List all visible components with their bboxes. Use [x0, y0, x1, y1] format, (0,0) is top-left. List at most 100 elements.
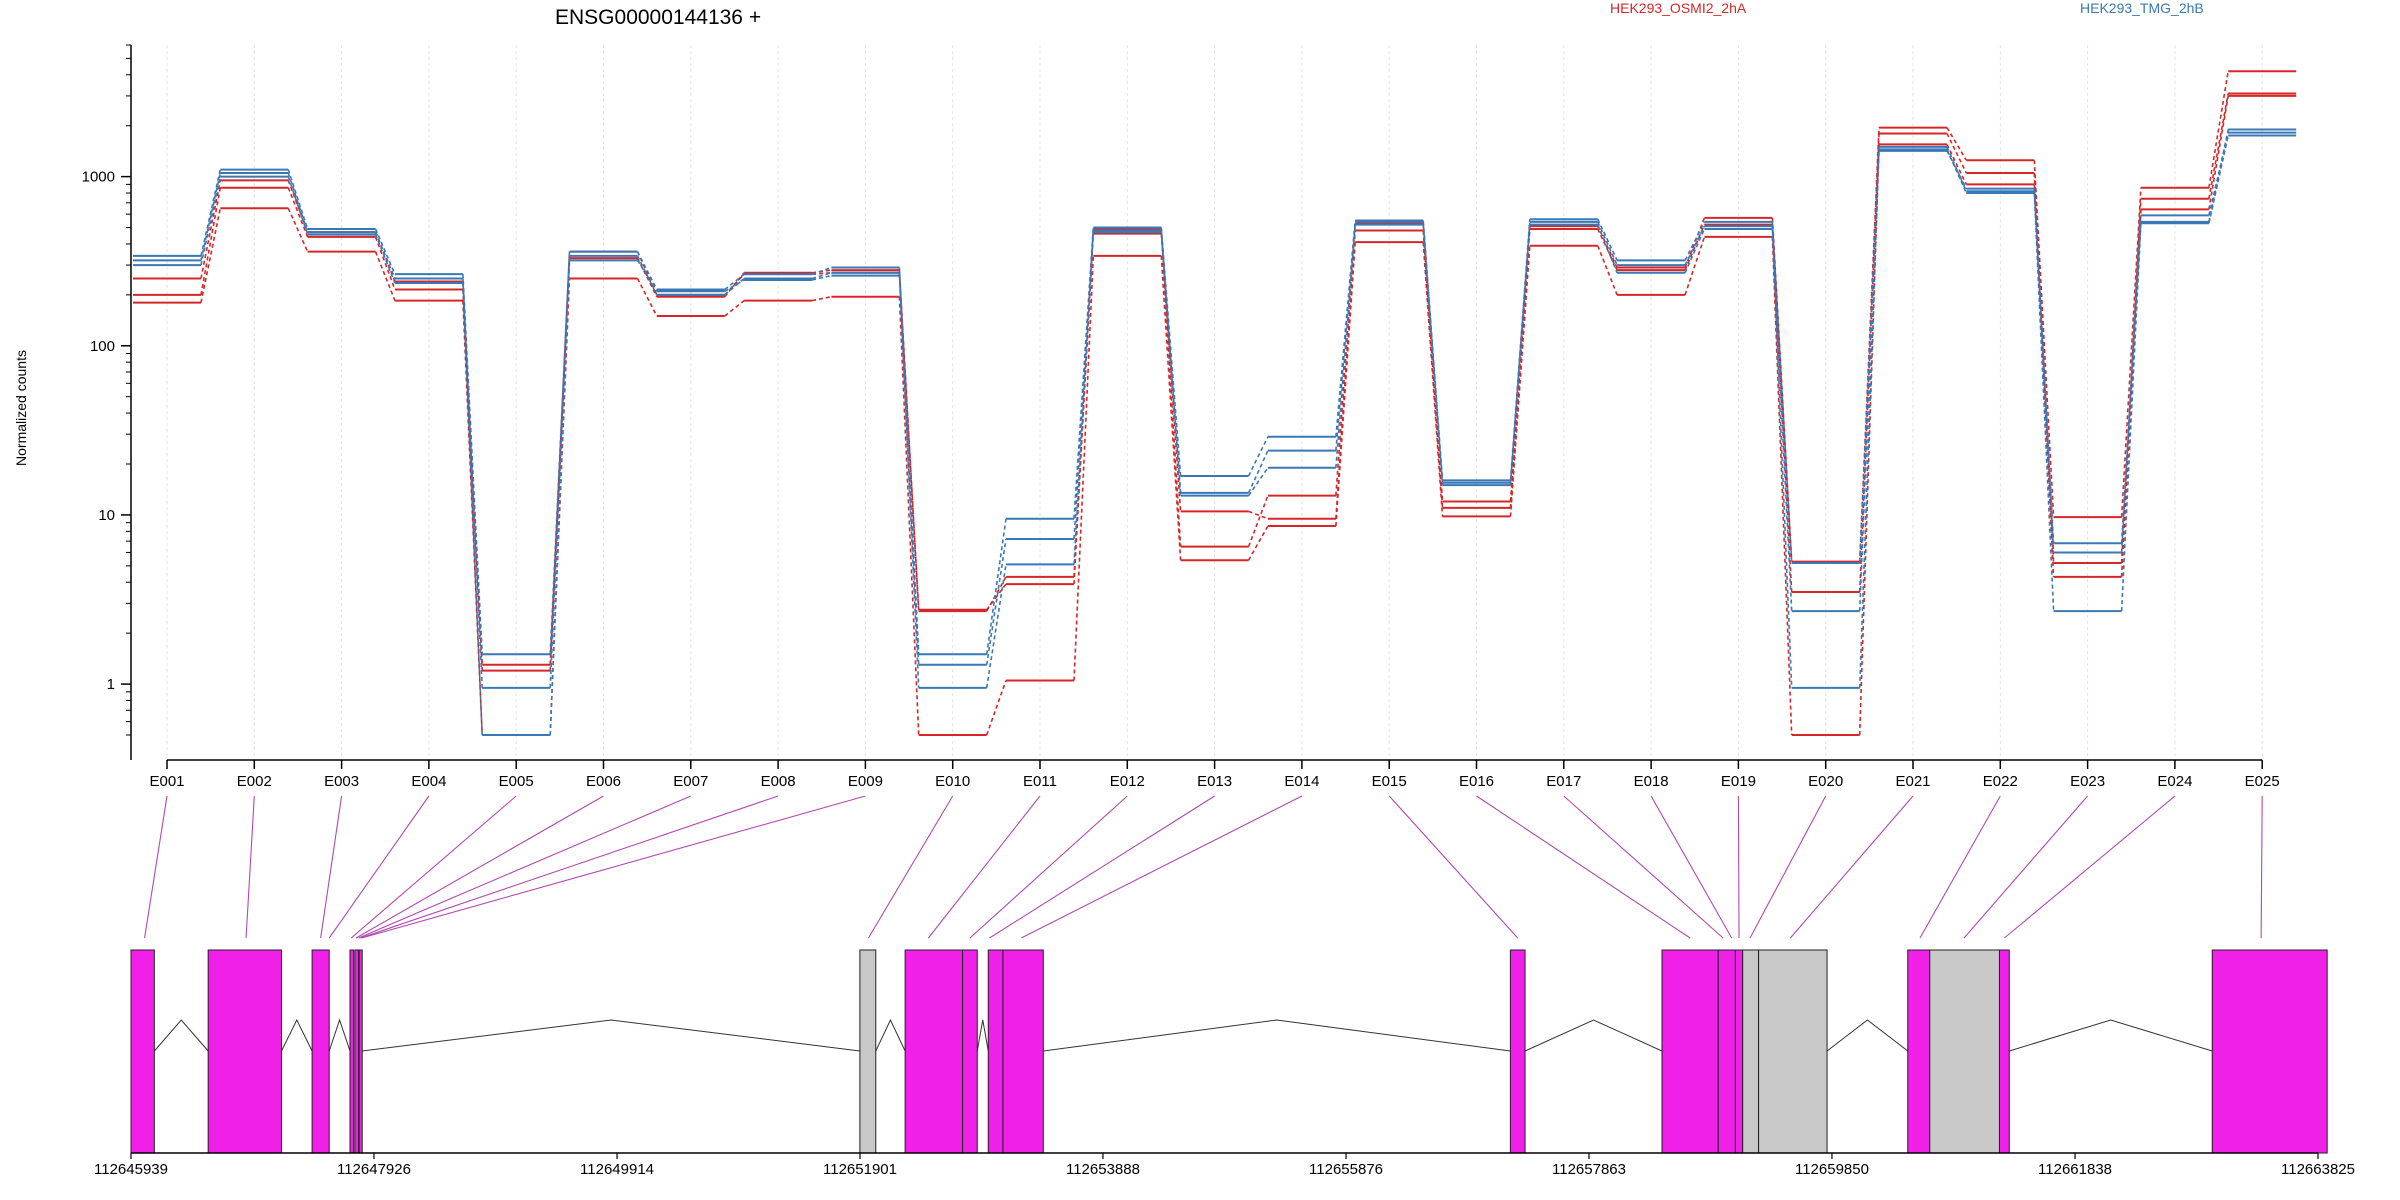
series-link	[1160, 233, 1182, 512]
series-link	[287, 169, 309, 230]
series-link	[1335, 242, 1356, 527]
connector-e005	[350, 795, 517, 939]
series-5	[133, 134, 2297, 689]
series-link	[898, 296, 920, 736]
connector-e018	[1650, 795, 1733, 939]
connector-e012	[969, 795, 1128, 939]
plot-series	[133, 70, 2297, 736]
x-tick-label-e006: E006	[586, 773, 621, 790]
exon-block-16	[1742, 949, 1760, 1154]
x-tick-label-e003: E003	[324, 773, 359, 790]
y-tick-label: 100	[90, 338, 115, 355]
x-tick-label-e016: E016	[1459, 773, 1494, 790]
exon-block-8	[904, 949, 964, 1154]
legend-entry-osmi2: HEK293_OSMI2_2hA	[1610, 0, 1747, 16]
series-link	[1247, 467, 1269, 497]
x-tick-label-e024: E024	[2157, 773, 2192, 790]
x-tick-label-e009: E009	[848, 773, 883, 790]
series-link	[1247, 450, 1269, 494]
exon-block-9	[962, 949, 978, 1154]
x-tick-label-e021: E021	[1895, 773, 1930, 790]
genomic-tick-label: 112649914	[580, 1161, 654, 1178]
series-link	[287, 207, 309, 253]
series-link	[1073, 230, 1095, 540]
series-link	[1422, 223, 1444, 502]
series-link	[2208, 93, 2229, 199]
connector-e006	[355, 795, 604, 939]
series-link	[2033, 188, 2055, 553]
connector-e021	[1789, 795, 1914, 939]
genomic-tick-label: 112647926	[337, 1161, 411, 1178]
exon-block-11	[1002, 949, 1044, 1154]
series-link	[985, 518, 1007, 655]
x-tick-label-e005: E005	[499, 773, 534, 790]
series-link	[200, 180, 222, 279]
series-link	[1248, 510, 1269, 520]
series-link	[1422, 221, 1444, 483]
series-link	[200, 208, 222, 303]
intron-line	[362, 1019, 860, 1052]
series-link	[200, 172, 222, 261]
genomic-tick-label: 112659850	[1795, 1161, 1869, 1178]
series-link	[898, 275, 920, 665]
series-link	[724, 277, 745, 296]
series-link	[1509, 245, 1531, 517]
x-tick-label-e012: E012	[1110, 773, 1145, 790]
x-tick-label-e017: E017	[1546, 773, 1581, 790]
series-link	[1684, 236, 1706, 296]
series-link	[1771, 224, 1793, 593]
series-link	[287, 172, 309, 233]
series-link	[374, 251, 396, 301]
series-link	[1160, 255, 1182, 561]
connector-e003	[320, 795, 343, 939]
series-link	[1946, 127, 1967, 161]
series-link	[898, 272, 920, 688]
series-link	[1247, 495, 1269, 547]
series-link	[724, 279, 745, 292]
connector-e010	[867, 795, 954, 939]
series-link	[811, 274, 832, 281]
exon-block-7	[859, 949, 877, 1154]
series-link	[1160, 230, 1182, 493]
exon-block-6	[358, 949, 363, 1154]
series-link	[374, 231, 396, 279]
y-tick-label: 1000	[82, 169, 115, 186]
connector-e016	[1476, 795, 1691, 939]
series-link	[1597, 218, 1618, 261]
connector-e008	[360, 795, 779, 939]
genomic-tick-label: 112653888	[1066, 1161, 1140, 1178]
series-link	[1684, 225, 1706, 266]
connector-e024	[2004, 795, 2176, 939]
series-link	[1946, 150, 1968, 189]
genomic-tick-label: 112645939	[94, 1161, 168, 1178]
connector-e017	[1563, 795, 1724, 939]
series-link	[1684, 228, 1706, 274]
exon-block-2	[207, 949, 283, 1154]
series-link	[1335, 224, 1356, 468]
series-link	[1335, 221, 1356, 451]
series-link	[1597, 228, 1618, 271]
x-tick-label-e023: E023	[2070, 773, 2105, 790]
series-link	[2208, 132, 2229, 216]
intron-line	[1826, 1019, 1909, 1052]
series-link	[811, 266, 832, 275]
series-link	[2208, 135, 2229, 224]
x-tick-label-e019: E019	[1721, 773, 1756, 790]
exon-block-20	[1998, 949, 2010, 1154]
x-tick-label-e025: E025	[2245, 773, 2280, 790]
exon-block-5	[354, 949, 360, 1154]
intron-line	[1043, 1019, 1511, 1052]
intron-line	[976, 1019, 989, 1052]
genomic-tick-label: 112655876	[1309, 1161, 1383, 1178]
series-link	[811, 272, 832, 280]
connector-e022	[1919, 795, 2001, 939]
intron-line	[328, 1018, 351, 1052]
y-axis: 1 10 100 1000	[82, 44, 132, 760]
chart-title: ENSG00000144136 +	[555, 6, 761, 29]
exon-block-4	[349, 949, 355, 1154]
connector-e025	[2260, 795, 2263, 939]
series-link	[1597, 224, 1618, 274]
exon-connectors	[144, 795, 2263, 939]
series-link	[985, 680, 1007, 736]
